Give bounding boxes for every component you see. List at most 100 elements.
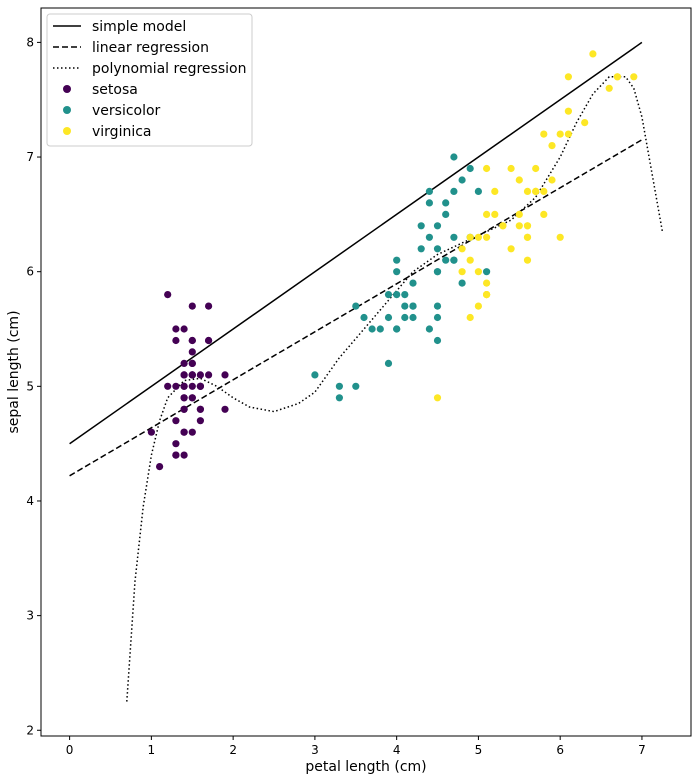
x-tick-label: 7 bbox=[638, 743, 646, 757]
y-tick-label: 4 bbox=[26, 494, 34, 508]
virginica-point bbox=[483, 210, 491, 218]
setosa-point bbox=[188, 382, 196, 390]
versicolor-point bbox=[425, 233, 433, 241]
legend-label-polynomial-regression: polynomial regression bbox=[92, 61, 246, 77]
x-tick-label: 2 bbox=[229, 743, 237, 757]
versicolor-point bbox=[442, 199, 450, 207]
legend-swatch-setosa bbox=[63, 85, 71, 93]
legend-swatch-versicolor bbox=[63, 106, 71, 114]
virginica-point bbox=[466, 313, 474, 322]
setosa-point bbox=[188, 359, 196, 367]
virginica-point bbox=[556, 233, 564, 241]
versicolor-point bbox=[352, 302, 360, 310]
linear-regression-line bbox=[69, 139, 643, 477]
y-tick-label: 7 bbox=[26, 150, 34, 164]
legend-label-virginica: virginica bbox=[92, 124, 152, 140]
setosa-point bbox=[180, 405, 188, 413]
setosa-point bbox=[164, 291, 172, 299]
x-axis-ticks: 0 1 2 3 4 5 6 7 bbox=[66, 736, 646, 757]
setosa-point bbox=[196, 417, 204, 425]
setosa-point bbox=[221, 371, 229, 379]
legend-label-versicolor: versicolor bbox=[92, 103, 161, 119]
virginica-point bbox=[523, 233, 532, 241]
virginica-point bbox=[483, 291, 491, 299]
x-tick-label: 5 bbox=[475, 743, 483, 757]
setosa-point bbox=[180, 325, 188, 333]
setosa-point bbox=[180, 382, 188, 390]
virginica-point bbox=[548, 142, 556, 150]
y-tick-label: 6 bbox=[26, 265, 34, 279]
versicolor-point bbox=[401, 313, 409, 322]
legend-label-setosa: setosa bbox=[92, 82, 138, 98]
setosa-point bbox=[196, 371, 204, 379]
versicolor-point bbox=[401, 302, 409, 310]
versicolor-point bbox=[466, 164, 474, 173]
virginica-point bbox=[483, 279, 491, 287]
x-tick-label: 1 bbox=[148, 743, 156, 757]
setosa-point bbox=[205, 336, 213, 345]
versicolor-point bbox=[433, 313, 442, 322]
virginica-point bbox=[507, 164, 515, 173]
setosa-point bbox=[172, 417, 180, 425]
virginica-point bbox=[532, 187, 540, 195]
virginica-point bbox=[548, 176, 556, 184]
virginica-point bbox=[540, 210, 548, 218]
x-axis-label: petal length (cm) bbox=[305, 759, 426, 775]
virginica-point bbox=[564, 73, 573, 81]
virginica-point bbox=[515, 222, 523, 230]
versicolor-point bbox=[417, 222, 425, 230]
y-axis-ticks: 2 3 4 5 6 7 8 bbox=[26, 35, 41, 737]
setosa-point bbox=[188, 348, 196, 356]
versicolor-point bbox=[483, 268, 491, 276]
versicolor-point bbox=[384, 313, 393, 322]
versicolor-point bbox=[352, 382, 360, 390]
virginica-point bbox=[523, 256, 532, 264]
legend-label-linear-regression: linear regression bbox=[92, 40, 209, 56]
versicolor-point bbox=[417, 245, 425, 253]
versicolor-point bbox=[409, 313, 417, 322]
setosa-point bbox=[180, 451, 188, 459]
virginica-point bbox=[474, 268, 482, 276]
setosa-point bbox=[172, 440, 180, 448]
virginica-point bbox=[474, 233, 482, 241]
virginica-point bbox=[483, 233, 491, 241]
setosa-point bbox=[172, 382, 180, 390]
versicolor-point bbox=[335, 382, 343, 390]
virginica-point bbox=[630, 73, 638, 81]
setosa-point bbox=[205, 302, 213, 310]
versicolor-point bbox=[433, 336, 442, 345]
versicolor-point bbox=[442, 210, 450, 218]
legend-label-simple-model: simple model bbox=[92, 19, 186, 35]
virginica-point bbox=[433, 394, 442, 402]
versicolor-point bbox=[393, 268, 401, 276]
versicolor-point bbox=[474, 187, 482, 195]
plot-frame bbox=[40, 7, 692, 737]
x-tick-label: 4 bbox=[393, 743, 401, 757]
versicolor-point bbox=[425, 187, 433, 195]
setosa-point bbox=[172, 325, 180, 333]
setosa-point bbox=[180, 428, 188, 436]
virginica-point bbox=[564, 130, 573, 138]
virginica-point bbox=[523, 222, 532, 230]
setosa-point bbox=[180, 359, 188, 367]
versicolor-point bbox=[450, 233, 458, 241]
virginica-point bbox=[540, 130, 548, 138]
y-axis-label: sepal length (cm) bbox=[6, 310, 22, 433]
simple-model-line bbox=[69, 41, 643, 445]
virginica-point bbox=[589, 50, 597, 58]
setosa-point bbox=[188, 336, 196, 345]
virginica-point bbox=[458, 268, 466, 276]
x-tick-label: 0 bbox=[66, 743, 74, 757]
virginica-point bbox=[466, 256, 474, 264]
virginica-point bbox=[523, 187, 532, 195]
virginica-point bbox=[605, 84, 613, 92]
versicolor-point bbox=[376, 325, 384, 333]
versicolor-point bbox=[458, 176, 466, 184]
versicolor-point bbox=[393, 256, 401, 264]
setosa-point bbox=[180, 394, 188, 402]
virginica-point bbox=[474, 302, 482, 310]
virginica-point bbox=[458, 245, 466, 253]
y-tick-label: 8 bbox=[26, 35, 34, 49]
legend-box bbox=[46, 13, 253, 147]
